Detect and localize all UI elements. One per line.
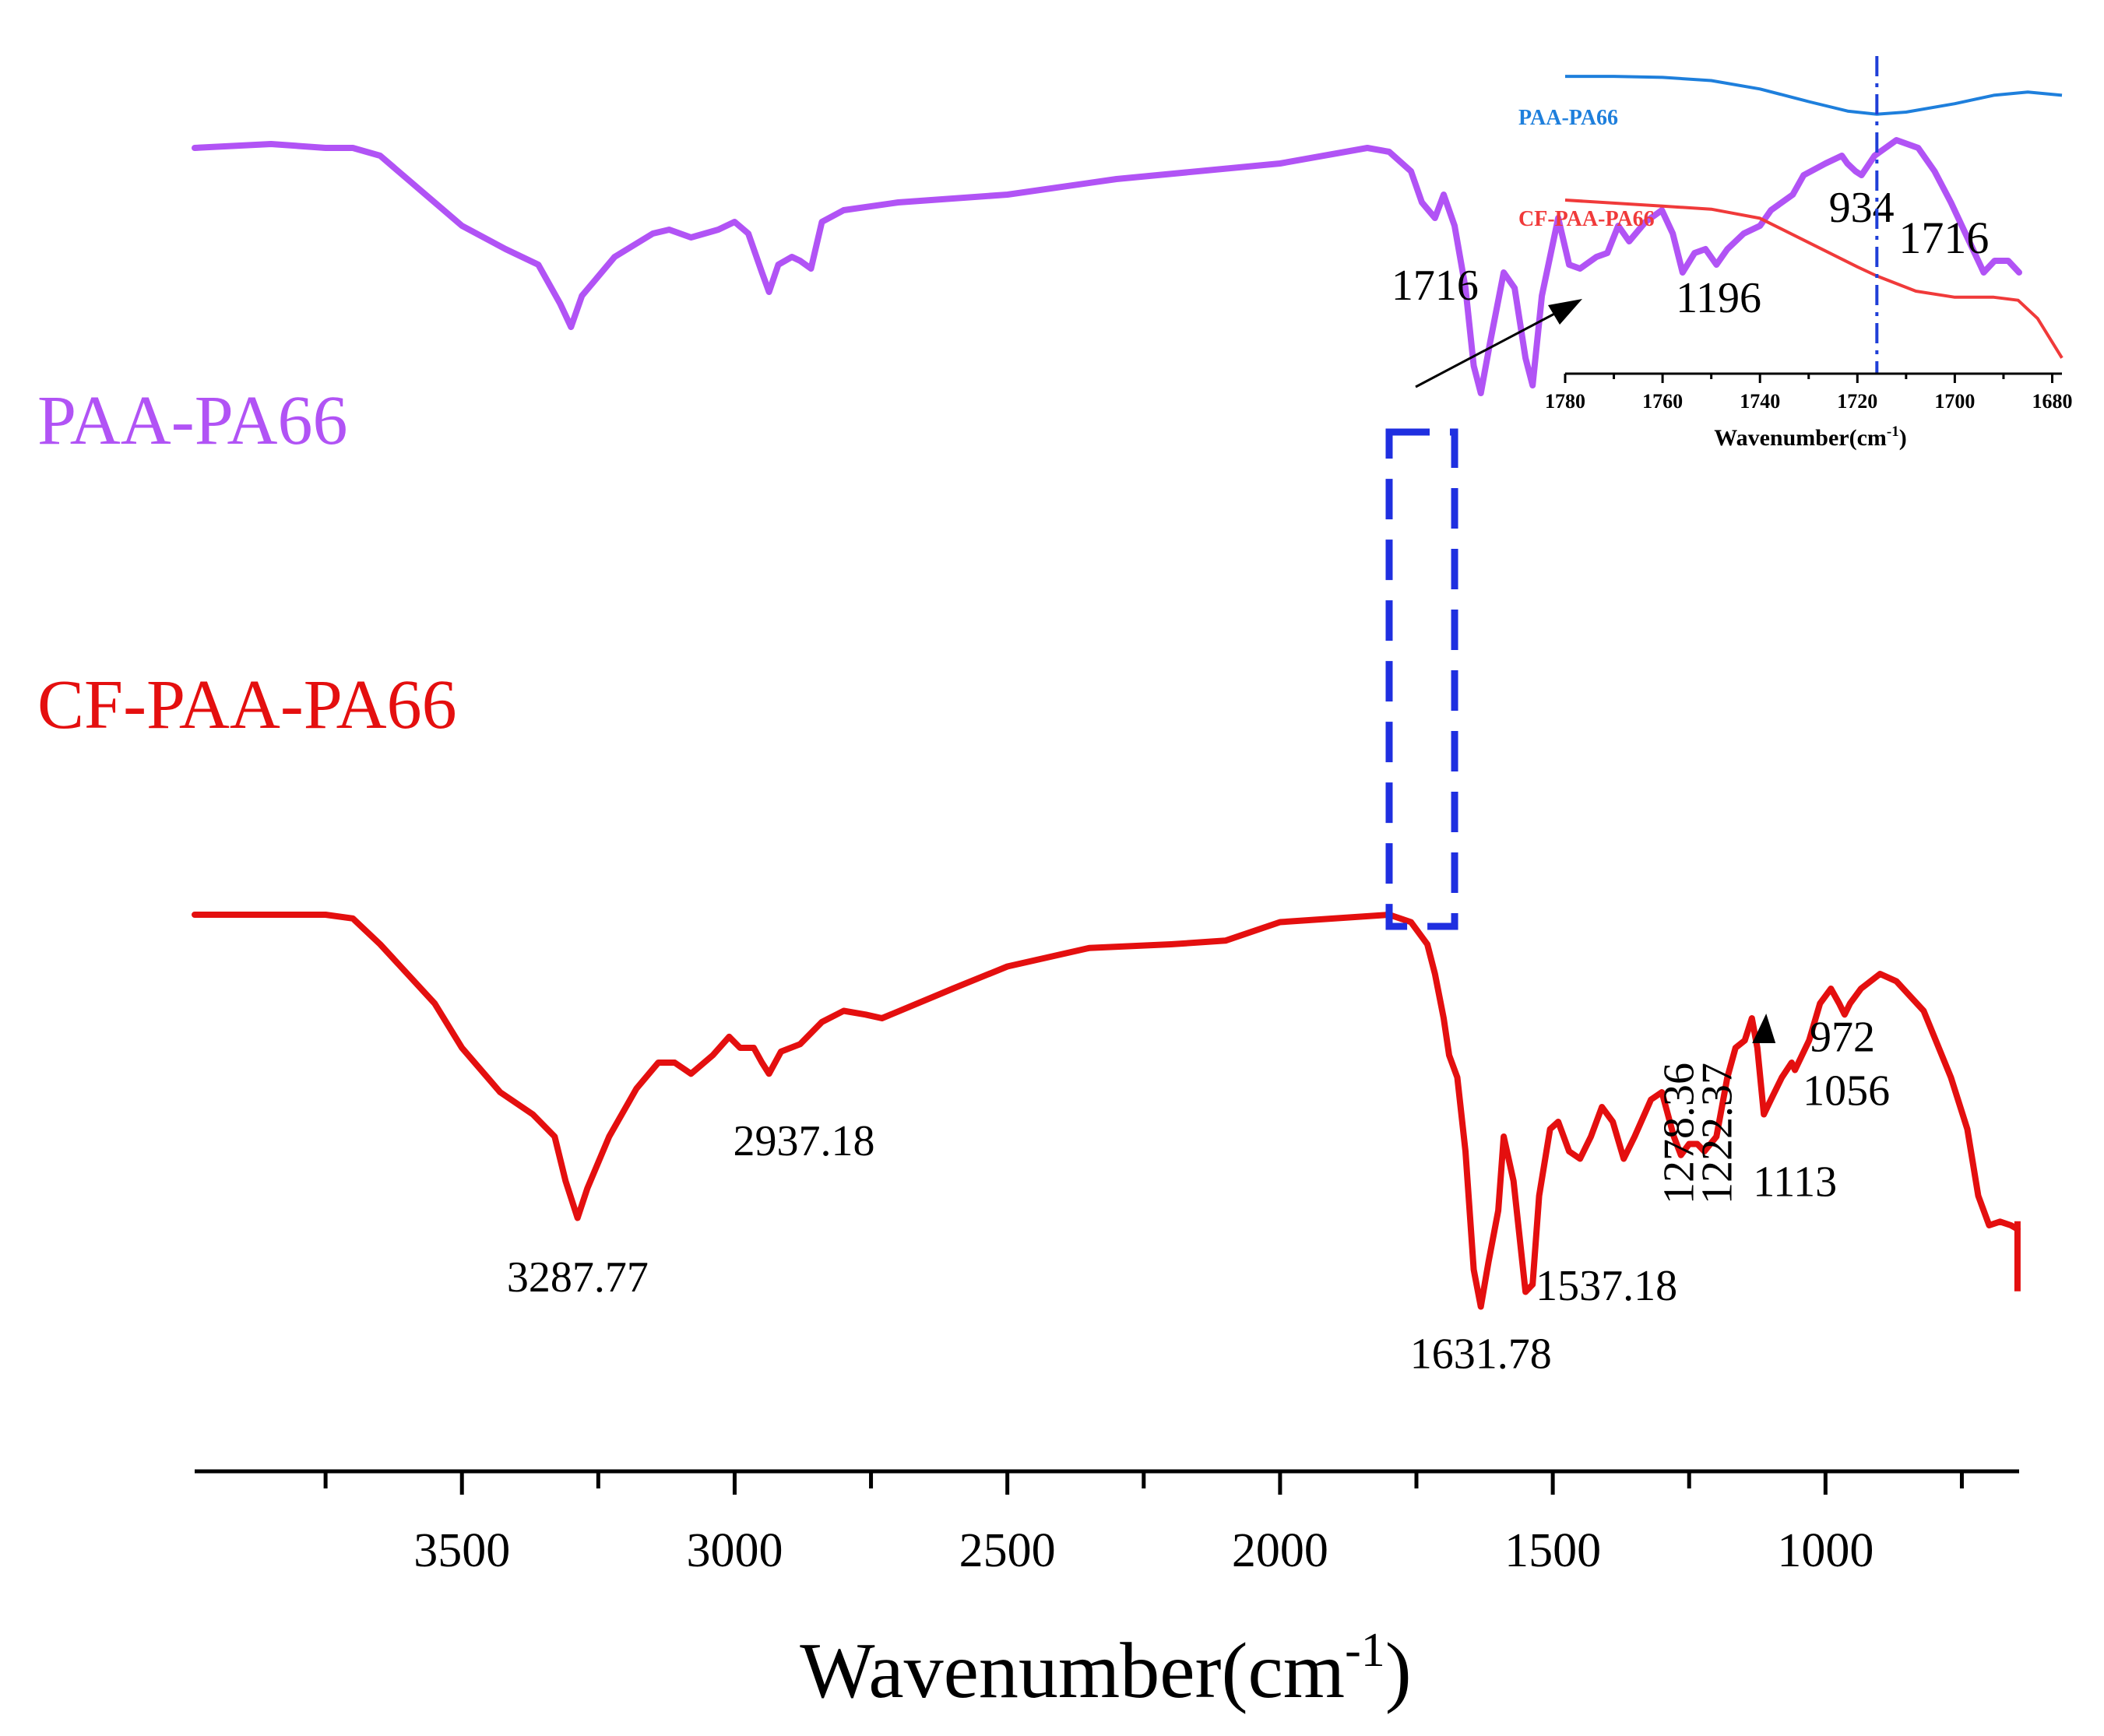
main-x-tick-label-1500: 1500 — [1504, 1524, 1601, 1577]
zoom-connector-arrow — [1415, 299, 1582, 388]
peak-label-2937-18: 2937.18 — [733, 1117, 874, 1165]
series-label-paa-pa66: PAA-PA66 — [37, 382, 348, 459]
peak-arrow-1113 — [1752, 1014, 1776, 1043]
inset-plot: 1716 PAA-PA66 CF-PAA-PA66 1780 1760 1740 17… — [1518, 56, 2072, 451]
peak-label-1196: 1196 — [1676, 274, 1761, 322]
inset-x-tick-label-1760: 1760 — [1642, 390, 1683, 413]
peak-label-1113: 1113 — [1753, 1158, 1837, 1207]
main-x-tick-label-1000: 1000 — [1777, 1524, 1874, 1577]
peak-label-1631-78: 1631.78 — [1410, 1330, 1552, 1379]
main-x-tick-label-2500: 2500 — [959, 1524, 1056, 1577]
peak-label-972: 972 — [1810, 1013, 1875, 1061]
main-x-axis-label: Wavenumber(cm-1) — [800, 1624, 1411, 1715]
peak-label-1716: 1716 — [1392, 262, 1479, 310]
peak-label-1056: 1056 — [1803, 1067, 1890, 1116]
inset-x-tick-label-1720: 1720 — [1837, 390, 1877, 413]
inset-series-label-cf-paa-pa66: CF-PAA-PA66 — [1518, 207, 1655, 231]
inset-x-tick-label-1740: 1740 — [1740, 390, 1780, 413]
inset-series-line-paa-pa66 — [1565, 75, 2063, 116]
highlight-region-box — [1385, 428, 1458, 930]
series-line-cf-paa-pa66 — [192, 912, 2021, 1310]
inset-x-tick-label-1700: 1700 — [1934, 390, 1975, 413]
peak-label-1537-18: 1537.18 — [1536, 1262, 1677, 1310]
main-x-tick-label-3500: 3500 — [413, 1524, 510, 1577]
inset-x-axis-label: Wavenumber(cm-1) — [1714, 423, 1906, 451]
peak-label-934: 934 — [1829, 184, 1895, 232]
main-x-tick-label-2000: 2000 — [1232, 1524, 1328, 1577]
series-label-cf-paa-pa66: CF-PAA-PA66 — [37, 666, 457, 743]
inset-series-label-paa-pa66: PAA-PA66 — [1518, 106, 1618, 130]
main-x-tick-label-3000: 3000 — [686, 1524, 783, 1577]
inset-x-tick-label-1680: 1680 — [2032, 390, 2072, 413]
main-plot: 1716 1196 934 3287.77 2937.18 1631.78 1537.18 1… — [37, 137, 2022, 1715]
series-line-paa-pa66 — [192, 137, 2022, 396]
peak-label-3287-77: 3287.77 — [507, 1253, 649, 1302]
peak-label-1222-37: 1222.37 — [1694, 1063, 1742, 1204]
peak-label-1278-36: 1278.36 — [1655, 1063, 1703, 1204]
inset-x-tick-label-1780: 1780 — [1545, 390, 1585, 413]
inset-reference-label: 1716 — [1898, 213, 1989, 263]
